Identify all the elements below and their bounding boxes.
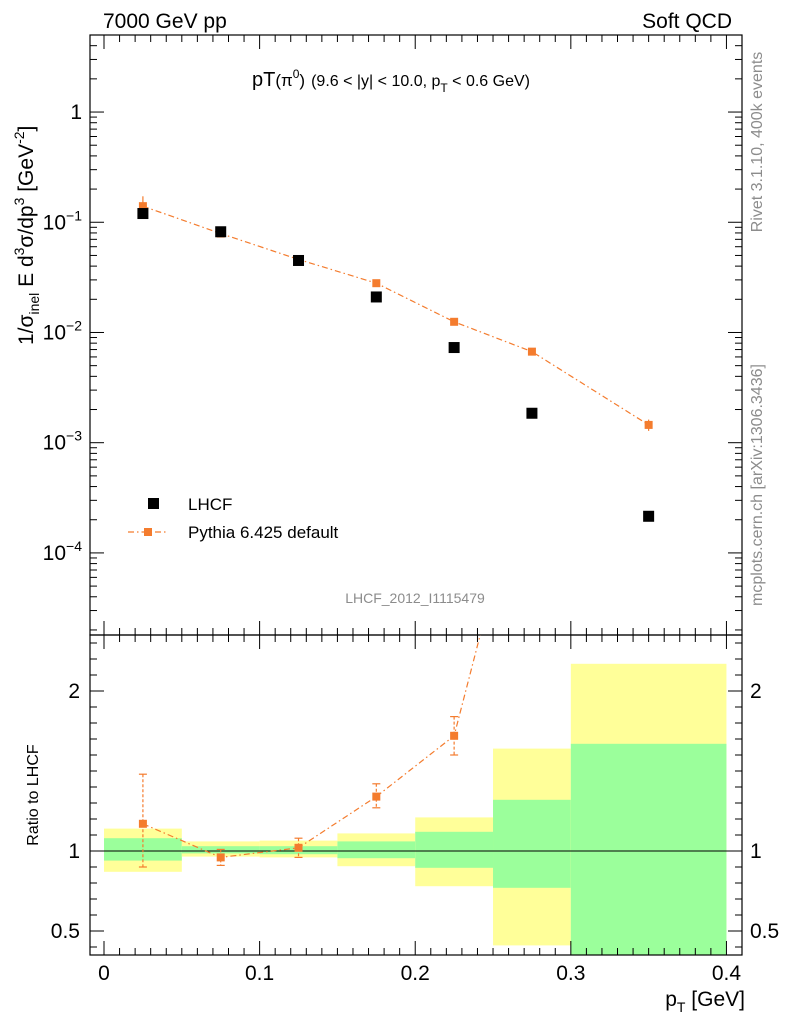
- ratio-frame: [89, 634, 743, 956]
- data-point-1: [215, 226, 227, 238]
- ratio-ticks: 0 0.1 0.2 0.3 0.4 0.5 0.5 1 1 2 2: [51, 635, 779, 985]
- main-ytick-label-2: 10−2: [43, 317, 83, 344]
- legend: LHCF Pythia 6.425 default: [128, 495, 339, 542]
- main-ticks: 1 10−1 10−2 10−3 10−4: [43, 34, 742, 635]
- mc-line: [142, 205, 649, 426]
- main-series: [137, 196, 655, 522]
- ratio-ytick-label-left-0: 0.5: [51, 920, 80, 943]
- ratio-mc-point-5: [528, 431, 536, 439]
- plot-title-particle-close: ): [299, 71, 305, 90]
- plot-title: pT(π0) (9.6 < |y| < 10.0, pT < 0.6 GeV): [252, 67, 530, 95]
- header-right: Soft QCD: [642, 10, 732, 33]
- ratio-xtick-label-1: 0.1: [245, 962, 274, 985]
- xlabel-sub: T: [677, 999, 686, 1015]
- mc-point-0: [138, 202, 147, 211]
- ratio-xtick-label-4: 0.4: [712, 962, 742, 985]
- main-ytick-label-3: 10−3: [43, 428, 83, 455]
- analysis-id: LHCF_2012_I1115479: [345, 590, 485, 606]
- ratio-band-inner-5: [493, 799, 571, 888]
- ratio-ytick-label-right-2: 2: [750, 680, 762, 703]
- ratio-band-inner-4: [415, 831, 494, 868]
- mc-point-5: [527, 347, 536, 356]
- legend-marker-pythia: [144, 528, 152, 536]
- main-frame: [89, 34, 743, 636]
- main-ylabel-c: σ/dp: [15, 205, 38, 247]
- data-point-6: [643, 510, 655, 522]
- ratio-ytick-label-right-0: 0.5: [750, 920, 779, 943]
- mc-point-4: [450, 317, 459, 326]
- ratio-mc-line: [142, 635, 481, 859]
- ratio-mc-point-4: [450, 731, 459, 740]
- ratio-mc-point-2: [294, 843, 303, 852]
- rivet-label: Rivet 3.1.10, 400k events: [749, 52, 766, 233]
- main-ylabel-a-sub: inel: [26, 293, 42, 315]
- ratio-mc-group: [138, 431, 536, 868]
- mc-point-6: [644, 420, 653, 429]
- ratio-xtick-label-3: 0.3: [556, 962, 585, 985]
- ratio-ytick-label-left-1: 1: [68, 840, 80, 863]
- xlabel-p: p: [665, 988, 677, 1011]
- ratio-mc-point-1: [216, 853, 225, 862]
- main-ylabel-b: E d: [15, 255, 38, 292]
- ratio-ytick-label-right-1: 1: [750, 840, 762, 863]
- ratio-bands: [104, 663, 727, 955]
- main-ylabel: 1/σinel E d3σ/dp3 [GeV-2]: [11, 126, 42, 345]
- ratio-ytick-label-left-2: 2: [68, 680, 80, 703]
- plot-title-cuts-end: < 0.6 GeV): [448, 73, 530, 90]
- legend-marker-lhcf: [148, 498, 159, 509]
- data-point-4: [448, 342, 460, 354]
- data-point-0: [137, 208, 149, 220]
- plot-title-particle: (π: [275, 71, 292, 90]
- plot-title-cuts-sub: T: [440, 81, 448, 95]
- ratio-plot-frame: [89, 634, 743, 956]
- main-ytick-label-0: 1: [70, 101, 82, 124]
- plot-title-main: pT: [252, 69, 275, 91]
- plot-title-particle-sup: 0: [293, 67, 300, 81]
- main-plot-frame: [89, 34, 743, 636]
- main-ylabel-b-sup: 3: [11, 247, 27, 255]
- main-ylabel-d: [GeV: [15, 144, 38, 198]
- ratio-xtick-label-0: 0: [98, 962, 110, 985]
- main-ylabel-a: 1/σ: [15, 314, 38, 345]
- plot-title-cuts: (9.6 < |y| < 10.0, p: [311, 73, 440, 90]
- data-point-3: [370, 291, 382, 303]
- data-point-5: [526, 407, 538, 419]
- legend-label-pythia: Pythia 6.425 default: [188, 523, 339, 542]
- site-label: mcplots.cern.ch [arXiv:1306.3436]: [749, 364, 766, 606]
- ratio-series: [138, 431, 536, 868]
- legend-label-lhcf: LHCF: [188, 495, 232, 514]
- ratio-xtick-label-2: 0.2: [401, 962, 430, 985]
- data-point-2: [293, 254, 305, 266]
- main-ytick-label-1: 10−1: [43, 207, 83, 234]
- main-ylabel-c-sup: 3: [11, 197, 27, 205]
- xlabel-unit: [GeV]: [685, 988, 745, 1011]
- ratio-mc-point-3: [372, 792, 381, 801]
- ratio-band-inner-3: [337, 841, 416, 859]
- ratio-ylabel: Ratio to LHCF: [25, 744, 42, 846]
- main-ylabel-d-sup: -2: [11, 131, 27, 144]
- header-left: 7000 GeV pp: [103, 10, 227, 33]
- ratio-band-inner-6: [570, 743, 727, 955]
- mc-point-3: [372, 279, 381, 288]
- main-ylabel-e: ]: [15, 126, 38, 132]
- ratio-mc-point-0: [138, 819, 147, 828]
- main-ytick-label-4: 10−4: [43, 538, 83, 565]
- xlabel: pT [GeV]: [665, 988, 745, 1015]
